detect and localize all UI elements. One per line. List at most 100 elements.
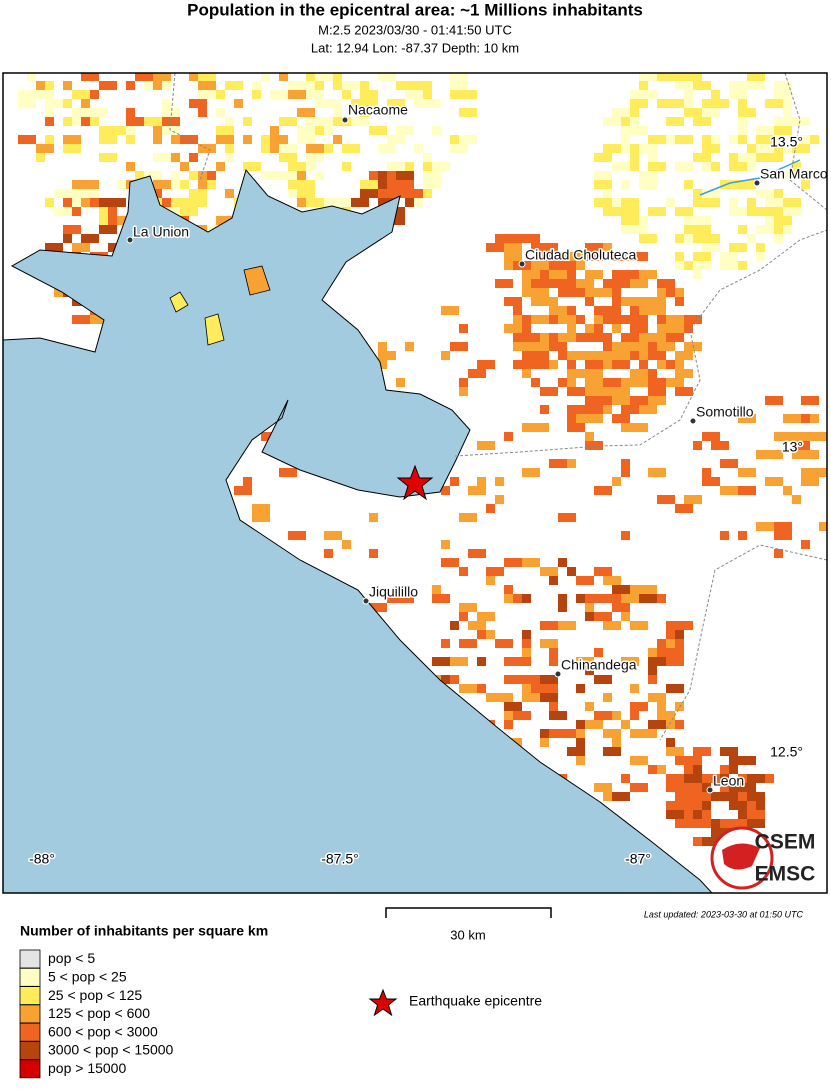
population-cell xyxy=(729,63,747,72)
population-cell xyxy=(684,216,693,225)
population-cell xyxy=(162,126,180,135)
population-cell xyxy=(324,198,342,207)
population-cell xyxy=(810,477,819,486)
city-label: Ciudad Choluteca xyxy=(525,247,637,263)
population-cell xyxy=(639,81,648,90)
population-cell xyxy=(63,234,72,243)
population-cell xyxy=(675,81,693,90)
population-cell xyxy=(288,36,297,45)
population-cell xyxy=(774,135,783,144)
population-cell xyxy=(639,270,657,279)
population-cell xyxy=(504,711,513,720)
population-cell xyxy=(738,117,747,126)
population-cell xyxy=(774,144,783,153)
population-cell xyxy=(783,414,801,423)
population-cell xyxy=(567,414,576,423)
population-cell xyxy=(333,108,342,117)
population-cell xyxy=(675,504,693,513)
population-cell xyxy=(54,207,72,216)
population-cell xyxy=(702,783,711,792)
population-cell xyxy=(702,225,711,234)
last-updated: Last updated: 2023-03-30 at 01:50 UTC xyxy=(644,909,804,919)
population-cell xyxy=(783,144,792,153)
population-cell xyxy=(702,54,711,63)
border xyxy=(454,229,827,457)
population-cell xyxy=(99,126,117,135)
population-cell xyxy=(18,99,36,108)
population-cell xyxy=(342,162,351,171)
population-cell xyxy=(774,81,792,90)
population-cell xyxy=(639,333,648,342)
population-cell xyxy=(270,54,288,63)
population-cell xyxy=(297,63,315,72)
population-cell xyxy=(297,171,306,180)
population-cell xyxy=(513,342,531,351)
population-cell xyxy=(675,387,693,396)
population-cell xyxy=(360,90,378,99)
population-cell xyxy=(387,135,396,144)
population-cell xyxy=(225,153,234,162)
population-cell xyxy=(126,162,135,171)
population-cell xyxy=(621,414,630,423)
population-cell xyxy=(612,270,630,279)
population-cell xyxy=(54,189,72,198)
population-cell xyxy=(315,99,333,108)
population-cell xyxy=(621,144,630,153)
population-cell xyxy=(99,225,117,234)
population-cell xyxy=(180,63,198,72)
population-cell xyxy=(675,351,693,360)
population-cell xyxy=(603,189,612,198)
population-cell xyxy=(261,171,279,180)
population-cell xyxy=(531,378,540,387)
population-cell xyxy=(738,531,747,540)
population-cell xyxy=(441,486,450,495)
population-cell xyxy=(675,648,684,657)
population-cell xyxy=(306,162,315,171)
population-cell xyxy=(747,108,756,117)
population-cell xyxy=(648,720,666,729)
population-cell xyxy=(369,126,387,135)
population-cell xyxy=(423,171,441,180)
population-cell xyxy=(693,252,711,261)
population-cell xyxy=(621,180,630,189)
population-cell xyxy=(720,486,738,495)
population-cell xyxy=(90,198,99,207)
population-cell xyxy=(684,801,702,810)
population-cell xyxy=(405,63,414,72)
population-cell xyxy=(585,297,594,306)
population-cell xyxy=(684,180,693,189)
population-cell xyxy=(666,720,675,729)
population-cell xyxy=(432,657,450,666)
population-cell xyxy=(729,81,747,90)
population-cell xyxy=(441,306,459,315)
population-cell xyxy=(648,396,666,405)
population-cell xyxy=(162,99,171,108)
population-cell xyxy=(684,90,693,99)
population-cell xyxy=(153,73,171,81)
cities: Nacaome San Marcos La Union Ciudad Cholutec… xyxy=(126,100,831,794)
population-cell xyxy=(216,162,225,171)
legend-label: 3000 < pop < 15000 xyxy=(48,1042,174,1058)
population-cell xyxy=(711,63,729,72)
population-cell xyxy=(45,99,63,108)
city-label: San Marcos xyxy=(760,166,831,182)
population-cell xyxy=(549,360,558,369)
population-cell xyxy=(603,117,621,126)
population-cell xyxy=(108,216,117,225)
population-cell xyxy=(540,675,558,684)
population-cell xyxy=(162,108,180,117)
population-cell xyxy=(477,612,495,621)
population-cell xyxy=(180,54,189,63)
population-cell xyxy=(765,99,783,108)
population-cell xyxy=(441,639,450,648)
population-cell xyxy=(738,63,756,72)
population-cell xyxy=(549,711,567,720)
population-cell xyxy=(504,558,522,567)
population-cell xyxy=(648,180,657,189)
population-cell xyxy=(288,54,297,63)
population-cell xyxy=(684,765,693,774)
population-cell xyxy=(522,270,531,279)
population-cell xyxy=(666,639,675,648)
population-cell xyxy=(603,144,612,153)
city-label: La Union xyxy=(133,224,189,240)
